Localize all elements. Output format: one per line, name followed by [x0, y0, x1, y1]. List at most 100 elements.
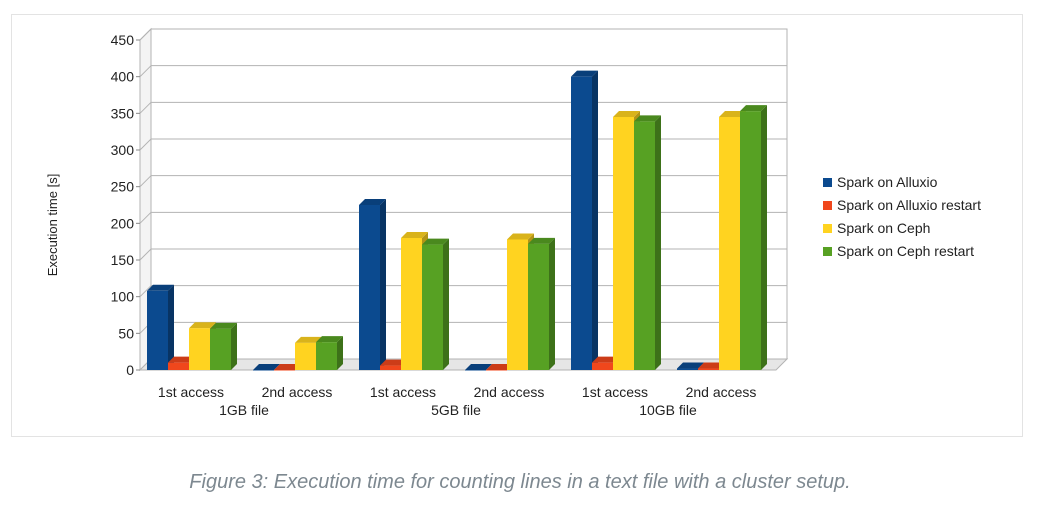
x-group-label: 1GB file: [219, 402, 269, 418]
bar-top: [677, 362, 704, 369]
bar-top: [465, 364, 492, 370]
bar-top: [189, 322, 216, 329]
bar-front: [295, 342, 316, 370]
gridline-diagonal: [139, 285, 152, 298]
bar-top: [295, 336, 322, 343]
bar-top: [359, 199, 386, 205]
bar-front: [634, 121, 655, 371]
y-tick-label: 350: [111, 105, 135, 121]
bar-front: [359, 205, 380, 370]
y-tick-label: 50: [118, 325, 134, 341]
legend-swatch: [823, 201, 832, 210]
bar-top: [592, 356, 619, 363]
bar: [274, 364, 301, 371]
x-tick-label: 2nd access: [686, 384, 757, 400]
bar-front: [507, 239, 528, 370]
bar-front: [465, 370, 486, 371]
x-tick-label: 1st access: [158, 384, 224, 400]
legend-swatch: [823, 224, 832, 233]
gridline-diagonal: [139, 211, 152, 224]
bar-front: [486, 370, 507, 371]
bar-top: [380, 359, 407, 366]
bar-top: [719, 111, 746, 117]
gridline-diagonal: [139, 101, 152, 114]
y-tick-label: 0: [126, 362, 134, 378]
bar-front: [253, 370, 274, 371]
x-tick-label: 1st access: [370, 384, 436, 400]
y-tick-label: 300: [111, 142, 135, 158]
bar-front: [274, 370, 295, 371]
bar-top: [422, 238, 449, 245]
gridline-diagonal: [139, 138, 152, 151]
x-group-label: 5GB file: [431, 402, 481, 418]
bar-side: [168, 284, 174, 370]
y-tick-label: 200: [111, 215, 135, 231]
x-tick-label: 2nd access: [474, 384, 545, 400]
y-tick-label: 450: [111, 32, 135, 48]
bar-side: [761, 105, 767, 370]
y-tick-label: 100: [111, 289, 135, 305]
bar: [740, 105, 767, 370]
bar-top: [147, 284, 174, 291]
bar: [147, 284, 174, 370]
bar-side: [655, 115, 661, 371]
bar-top: [528, 237, 555, 244]
x-group-label: 10GB file: [639, 402, 697, 418]
bar: [634, 115, 661, 371]
bar-front: [210, 328, 231, 370]
bar-front: [168, 362, 189, 370]
bar-front: [528, 243, 549, 370]
bar-front: [571, 76, 592, 370]
bar-front: [740, 111, 761, 370]
bar-top: [571, 70, 598, 77]
bar: [465, 364, 492, 371]
y-tick-label: 400: [111, 69, 135, 85]
bar-front: [719, 117, 740, 370]
legend-label: Spark on Ceph restart: [837, 243, 974, 259]
gridline-diagonal: [139, 248, 152, 261]
bar-side: [231, 322, 237, 370]
bar-front: [380, 365, 401, 370]
bar-top: [740, 105, 767, 112]
x-tick-label: 1st access: [582, 384, 648, 400]
legend: Spark on Alluxio Spark on Alluxio restart…: [823, 174, 981, 259]
bar-top: [486, 364, 513, 370]
gridline-diagonal: [139, 28, 152, 41]
bar-front: [677, 368, 698, 370]
grid-layer: [138, 27, 789, 372]
bar-top: [634, 115, 661, 122]
bar-top: [253, 364, 280, 370]
bar-front: [316, 342, 337, 370]
legend-label: Spark on Alluxio: [837, 174, 938, 190]
bar: [422, 238, 449, 370]
gridline-diagonal: [139, 65, 152, 78]
legend-label: Spark on Ceph: [837, 220, 930, 236]
bar-side: [549, 237, 555, 370]
bar-front: [698, 368, 719, 370]
plot-back-wall: [150, 28, 788, 360]
figure-caption: Figure 3: Execution time for counting li…: [189, 471, 851, 493]
bar-top: [168, 356, 195, 363]
bar-front: [613, 117, 634, 370]
x-tick-label: 2nd access: [262, 384, 333, 400]
bar: [253, 364, 280, 371]
bar-chart: 0 50 100 150 200 250 300 350 400 450 1st access 2nd…: [45, 27, 981, 418]
bars-layer: [147, 70, 767, 371]
bar-front: [592, 362, 613, 370]
bar-side: [380, 199, 386, 370]
bar: [210, 322, 237, 370]
bar: [571, 70, 598, 370]
gridline-diagonal: [139, 175, 152, 188]
bar-front: [422, 244, 443, 370]
bar-front: [147, 290, 168, 370]
legend-label: Spark on Alluxio restart: [837, 197, 981, 213]
chart-frame: 0 50 100 150 200 250 300 350 400 450 1st access 2nd…: [11, 14, 1023, 437]
bar: [486, 364, 513, 371]
bar-front: [189, 328, 210, 370]
bar-side: [337, 336, 343, 370]
legend-swatch: [823, 178, 832, 187]
bar-top: [613, 111, 640, 117]
bar-top: [401, 232, 428, 238]
bar-side: [592, 70, 598, 370]
legend-swatch: [823, 247, 832, 256]
